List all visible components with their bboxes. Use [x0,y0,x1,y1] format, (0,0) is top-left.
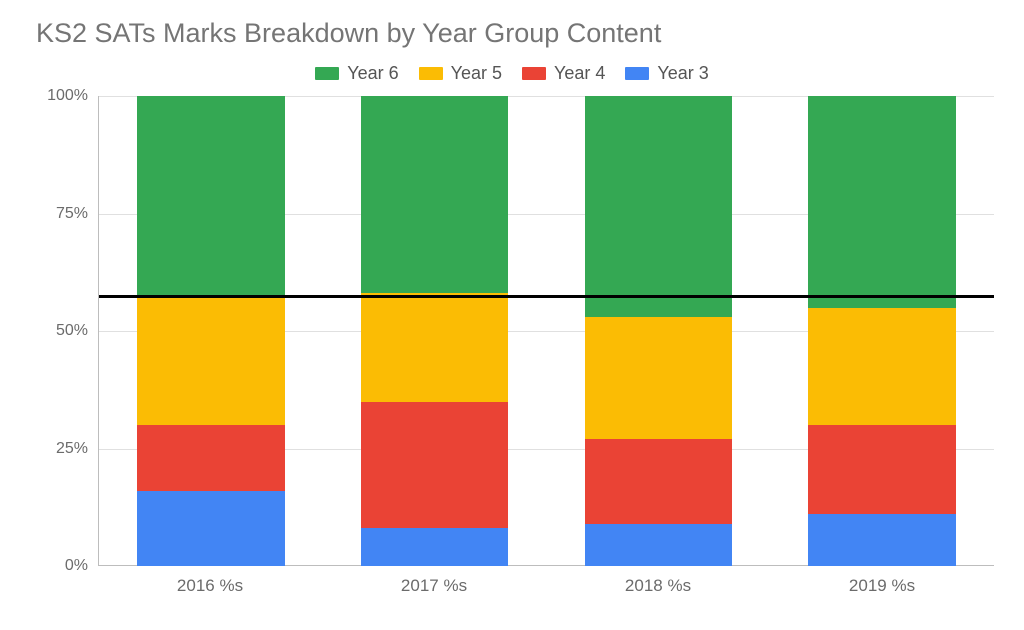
reference-line [99,295,994,298]
bar-segment [137,491,285,566]
bar [808,96,956,566]
x-label: 2017 %s [322,576,546,596]
y-tick-label: 50% [56,322,88,340]
bar-segment [585,524,733,566]
legend-swatch-year5 [419,67,443,80]
bar-segment [137,298,285,425]
legend-label-year3: Year 3 [657,63,708,84]
bar [585,96,733,566]
legend-item-year6: Year 6 [315,63,398,84]
bar [361,96,509,566]
bar-segment [808,96,956,308]
legend-label-year4: Year 4 [554,63,605,84]
bar-segment [361,293,509,401]
legend-item-year4: Year 4 [522,63,605,84]
bar [137,96,285,566]
y-tick-label: 75% [56,205,88,223]
bar-segment [585,439,733,524]
legend-swatch-year3 [625,67,649,80]
bar-slot [770,96,994,566]
bar-slot [323,96,547,566]
legend-label-year5: Year 5 [451,63,502,84]
y-tick-label: 100% [47,87,88,105]
bar-segment [137,425,285,491]
legend-swatch-year4 [522,67,546,80]
bar-segment [808,514,956,566]
x-label: 2019 %s [770,576,994,596]
bar-segment [361,402,509,529]
chart-area: 100% 75% 50% 25% 0% [40,96,994,566]
bar-segment [585,317,733,439]
bar-segment [137,96,285,298]
y-tick-label: 25% [56,440,88,458]
chart-title: KS2 SATs Marks Breakdown by Year Group C… [36,18,994,49]
bar-slot [99,96,323,566]
y-tick-label: 0% [65,557,88,575]
bar-segment [808,425,956,514]
bar-segment [808,308,956,426]
legend: Year 6 Year 5 Year 4 Year 3 [30,63,994,84]
legend-label-year6: Year 6 [347,63,398,84]
y-axis: 100% 75% 50% 25% 0% [40,96,98,566]
x-label: 2018 %s [546,576,770,596]
legend-item-year5: Year 5 [419,63,502,84]
plot-area [98,96,994,566]
bar-segment [361,96,509,293]
bar-slot [547,96,771,566]
x-axis: 2016 %s 2017 %s 2018 %s 2019 %s [98,576,994,596]
x-label: 2016 %s [98,576,322,596]
legend-swatch-year6 [315,67,339,80]
bar-segment [361,528,509,566]
bars-container [99,96,994,566]
legend-item-year3: Year 3 [625,63,708,84]
bar-segment [585,96,733,317]
